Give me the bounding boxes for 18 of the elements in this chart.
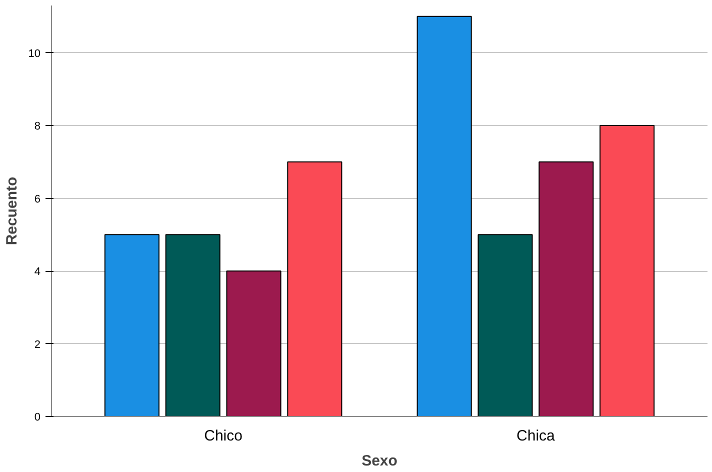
y-tick-label: 8 — [34, 120, 41, 133]
bar — [600, 125, 655, 416]
y-tick-label: 10 — [28, 48, 41, 60]
bar — [287, 161, 342, 416]
bar — [226, 270, 282, 416]
y-tick-label: 4 — [34, 266, 41, 278]
bar — [104, 234, 160, 416]
y-tick-label: 0 — [34, 412, 41, 424]
y-tick-label: 6 — [34, 193, 41, 206]
y-tick-label: 2 — [34, 338, 41, 351]
x-tick-label: Chico — [204, 428, 242, 444]
y-axis-title: Recuento — [3, 176, 20, 246]
bar — [538, 161, 594, 416]
bar — [165, 234, 220, 416]
bar — [416, 16, 472, 416]
x-tick-label: Chica — [516, 428, 556, 444]
x-axis-title: Sexo — [362, 452, 398, 470]
bar — [478, 234, 533, 416]
